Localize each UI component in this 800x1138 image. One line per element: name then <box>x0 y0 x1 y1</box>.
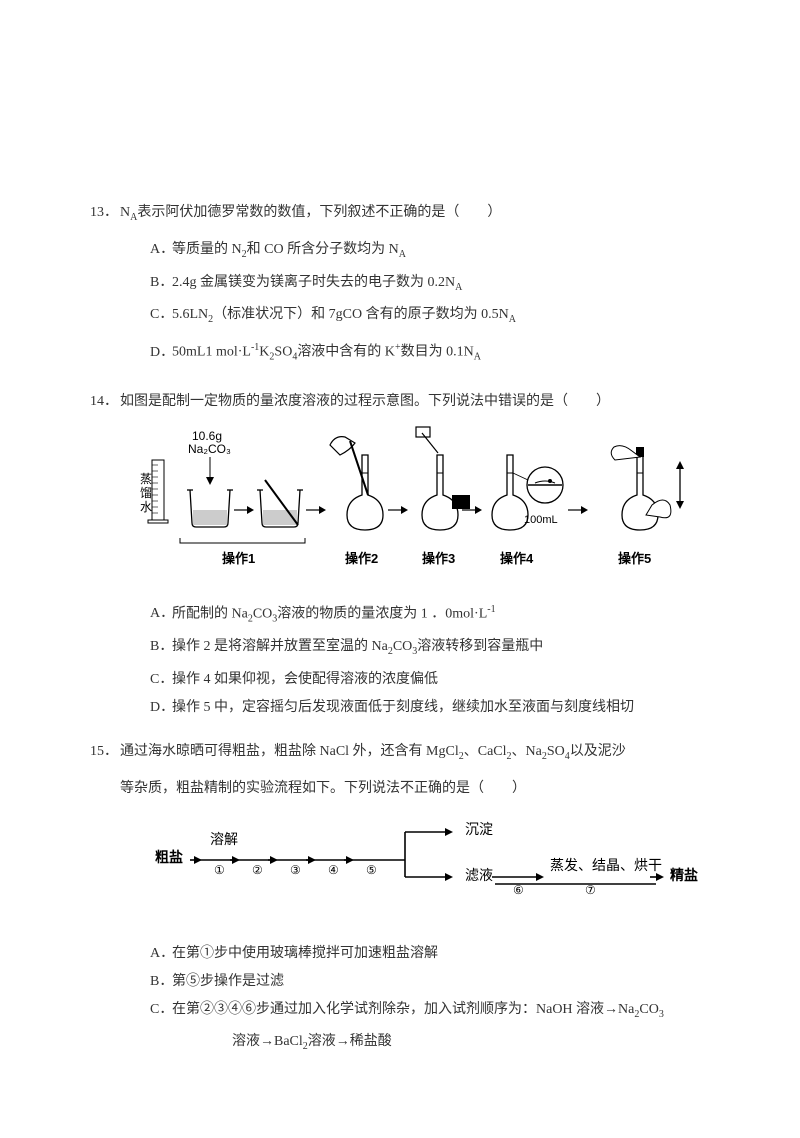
q14-stem: 如图是配制一定物质的量浓度溶液的过程示意图。下列说法中错误的是（ ） <box>120 389 710 415</box>
svg-text:蒸: 蒸 <box>140 472 152 486</box>
question-13: 13． NA表示阿伏加德罗常数的数值，下列叙述不正确的是（ ） A． 等质量的 … <box>90 200 710 371</box>
svg-text:②: ② <box>252 863 263 877</box>
q15-opt-a: A． 在第①步中使用玻璃棒搅拌可加速粗盐溶解 <box>150 941 710 967</box>
svg-text:④: ④ <box>328 863 339 877</box>
q15-figure: 粗盐 溶解 ① ② ③ ④ ⑤ 沉淀滤液 ⑥ 蒸发、结晶、烘干 ⑦ 精盐 <box>90 812 710 907</box>
q13-options: A． 等质量的 N2和 CO 所含分子数均为 NA B． 2.4g 金属镁变为镁… <box>90 237 710 371</box>
q13-stem: NA表示阿伏加德罗常数的数值，下列叙述不正确的是（ ） <box>120 200 710 231</box>
svg-text:溶解: 溶解 <box>210 831 238 847</box>
svg-text:⑦: ⑦ <box>585 883 596 897</box>
svg-text:Na₂CO₃: Na₂CO₃ <box>188 442 231 456</box>
svg-text:操作1: 操作1 <box>222 551 255 566</box>
svg-text:操作3: 操作3 <box>422 551 455 566</box>
svg-text:⑤: ⑤ <box>366 863 377 877</box>
svg-text:10.6g: 10.6g <box>192 429 222 443</box>
svg-text:水: 水 <box>140 500 152 514</box>
q14-opt-d: D． 操作 5 中，定容摇匀后发现液面低于刻度线，继续加水至液面与刻度线相切 <box>150 695 710 721</box>
q15-opt-c: C． 在第②③④⑥步通过加入化学试剂除杂，加入试剂顺序为：NaOH 溶液→Na2… <box>150 997 710 1028</box>
svg-text:操作2: 操作2 <box>345 551 378 566</box>
question-15: 15． 通过海水晾晒可得粗盐，粗盐除 NaCl 外，还含有 MgCl2、CaCl… <box>90 739 710 1060</box>
q15-number: 15． <box>90 739 120 765</box>
q15-stem-line1: 通过海水晾晒可得粗盐，粗盐除 NaCl 外，还含有 MgCl2、CaCl2、Na… <box>120 739 710 770</box>
svg-text:粗盐: 粗盐 <box>155 849 183 865</box>
q13-opt-b: B． 2.4g 金属镁变为镁离子时失去的电子数为 0.2NA <box>150 270 710 301</box>
svg-text:馏: 馏 <box>140 486 152 500</box>
q13-opt-c: C． 5.6LN2（标准状况下）和 7gCO 含有的原子数均为 0.5NA <box>150 302 710 333</box>
svg-text:蒸发、结晶、烘干: 蒸发、结晶、烘干 <box>550 857 662 873</box>
q15-options: A． 在第①步中使用玻璃棒搅拌可加速粗盐溶解 B． 第⑤步操作是过滤 C． 在第… <box>90 941 710 1061</box>
exam-page: 13． NA表示阿伏加德罗常数的数值，下列叙述不正确的是（ ） A． 等质量的 … <box>0 0 800 1138</box>
q15-opt-b: B． 第⑤步操作是过滤 <box>150 969 710 995</box>
q13-opt-d: D． 50mL1 mol·L-1K2SO4溶液中含有的 K+数目为 0.1NA <box>150 335 710 370</box>
q14-opt-c: C． 操作 4 如果仰视，会使配得溶液的浓度偏低 <box>150 667 710 693</box>
svg-text:①: ① <box>214 863 225 877</box>
svg-text:精盐: 精盐 <box>670 867 698 883</box>
svg-text:操作4: 操作4 <box>500 551 534 566</box>
svg-text:⑥: ⑥ <box>513 883 524 897</box>
q14-number: 14． <box>90 389 120 415</box>
q14-opt-b: B． 操作 2 是将溶解并放置至室温的 Na2CO3溶液转移到容量瓶中 <box>150 634 710 665</box>
q15-stem-line2: 等杂质，粗盐精制的实验流程如下。下列说法不正确的是（ ） <box>120 776 710 802</box>
q14-opt-a: A． 所配制的 Na2CO3溶液的物质的量浓度为 1 ．0mol·L-1 <box>150 597 710 632</box>
svg-text:操作5: 操作5 <box>618 551 651 566</box>
svg-text:滤液: 滤液 <box>465 867 493 883</box>
svg-text:③: ③ <box>290 863 301 877</box>
q14-figure: 蒸馏水 10.6gNa₂CO₃ 操作1 操作2 操作3 100mL 操作4 操作5 <box>90 425 710 585</box>
q13-opt-a: A． 等质量的 N2和 CO 所含分子数均为 NA <box>150 237 710 268</box>
q13-number: 13． <box>90 200 120 226</box>
svg-text:沉淀: 沉淀 <box>465 821 493 837</box>
q14-options: A． 所配制的 Na2CO3溶液的物质的量浓度为 1 ．0mol·L-1 B． … <box>90 597 710 721</box>
q15-opt-c-cont: 溶液→BaCl2溶液→稀盐酸 <box>150 1029 710 1060</box>
svg-text:100mL: 100mL <box>524 514 558 526</box>
question-14: 14． 如图是配制一定物质的量浓度溶液的过程示意图。下列说法中错误的是（ ） 蒸… <box>90 389 710 721</box>
